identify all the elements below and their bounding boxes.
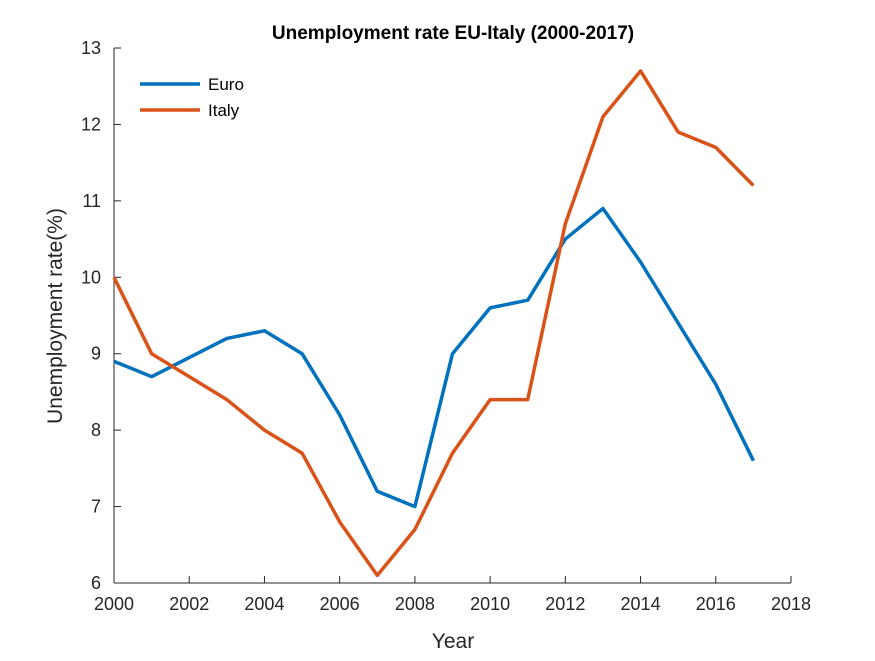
chart-title: Unemployment rate EU-Italy (2000-2017) [272,23,634,44]
axes [113,48,791,584]
x-tick-label: 2006 [320,594,360,614]
y-tick-label: 8 [91,420,101,440]
x-tick-label: 2018 [771,594,811,614]
x-tick-label: 2012 [545,594,585,614]
legend: Euro Italy [140,75,244,120]
legend-label-euro: Euro [208,75,244,94]
x-tick-label: 2002 [169,594,209,614]
legend-label-italy: Italy [208,101,240,120]
y-tick-label: 10 [81,267,101,287]
x-tick-label: 2008 [395,594,435,614]
y-axis-ticks: 6 7 8 9 10 11 12 13 [81,38,121,593]
y-tick-label: 9 [91,344,101,364]
x-tick-label: 2000 [94,594,134,614]
y-tick-label: 12 [81,114,101,134]
x-axis-label: Year [432,630,474,653]
x-tick-label: 2016 [696,594,736,614]
y-tick-label: 13 [81,38,101,58]
y-axis-label: Unemployment rate(%) [44,208,67,424]
y-tick-label: 6 [91,573,101,593]
y-tick-label: 11 [82,191,101,211]
x-tick-label: 2004 [244,594,284,614]
x-tick-label: 2010 [470,594,510,614]
x-axis-ticks: 2000 2002 2004 2006 2008 2010 2012 2014 2016 2018 [94,576,811,614]
x-tick-label: 2014 [621,594,661,614]
y-tick-label: 7 [91,497,101,517]
series-line-euro [113,206,755,509]
series-line-italy [112,69,755,578]
series-lines [112,69,755,578]
